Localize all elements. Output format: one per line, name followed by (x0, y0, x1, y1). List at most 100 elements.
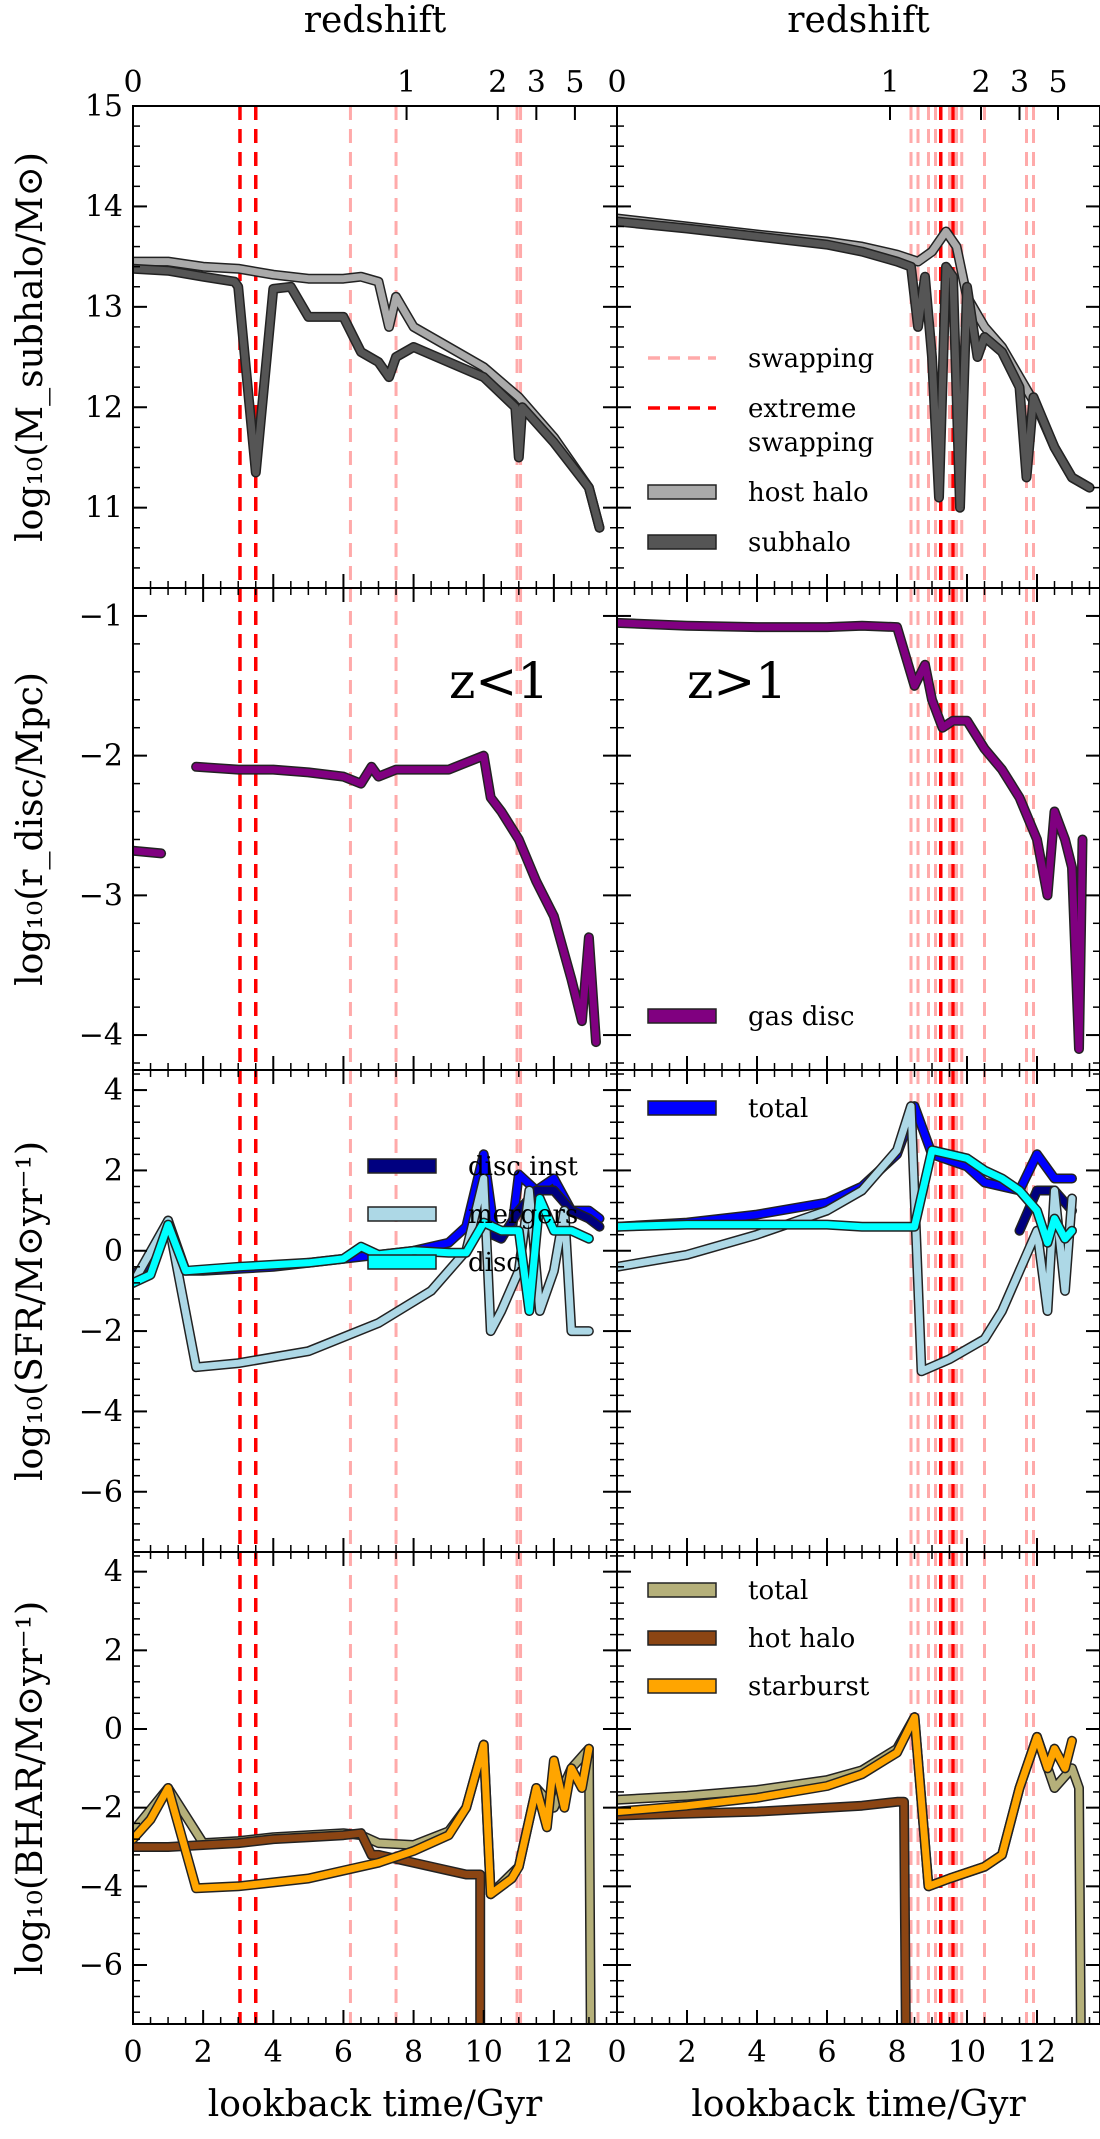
y-tick-label: 13 (85, 290, 123, 325)
legend-swatch-band (647, 1100, 717, 1116)
redshift-range-annotation: z<1 (449, 652, 549, 710)
legend-swatch-band (367, 1254, 437, 1270)
panel-plot-area (133, 1552, 596, 2024)
redshift-tick-label: 0 (607, 65, 626, 100)
series-line-disc-inst (1016, 1187, 1076, 1235)
y-tick-label: 12 (85, 390, 123, 425)
legend-label: subhalo (748, 528, 851, 558)
panel-frame (132, 1551, 618, 2025)
panel-plot-area (133, 1070, 605, 1552)
series-line-gas-disc (192, 752, 600, 1046)
legend-swatch-band (647, 1630, 717, 1646)
series-line-subhalo (133, 265, 603, 532)
legend-label: host halo (748, 478, 869, 508)
panel-plot-area (133, 588, 601, 1070)
series-line-hot-halo (617, 1798, 910, 2024)
panel-frame (132, 105, 618, 589)
panel-sfr-right (616, 1069, 1100, 1553)
series-line-starburst (617, 1713, 1076, 1890)
x-tick-label: 6 (334, 2035, 353, 2070)
y-tick-label: 2 (104, 1633, 123, 1668)
y-tick-label: −4 (79, 1394, 123, 1429)
redshift-tick-label: 3 (1010, 65, 1029, 100)
legend-label: extreme (748, 394, 856, 424)
panel-bhar-right: 0 2 4 6 8 10 12 lookback time/Gyr (607, 1551, 1100, 2125)
x-tick-label: 8 (887, 2035, 906, 2070)
series-outline-total (617, 1101, 1077, 1232)
redshift-tick-label: 1 (880, 65, 899, 100)
panel-plot-area (133, 106, 605, 588)
legend-label: total (748, 1094, 808, 1124)
redshift-tick-label: 2 (971, 65, 990, 100)
redshift-tick-label: 1 (397, 65, 416, 100)
legend-label: mergers (468, 1200, 578, 1230)
legend-label: hot halo (748, 1624, 855, 1654)
x-tick-label: 4 (264, 2035, 283, 2070)
y-tick-label: 0 (104, 1712, 123, 1747)
panel-plot-area (617, 588, 1088, 1070)
redshift-tick-label: 2 (488, 65, 507, 100)
series-line-total (617, 1713, 1085, 2024)
series-outline-total (617, 1712, 1086, 2024)
legend-label: gas disc (748, 1002, 855, 1032)
redshift-tick-label: 0 (123, 65, 142, 100)
x-tick-label: 0 (123, 2035, 142, 2070)
redshift-tick-label: 3 (527, 65, 546, 100)
legend-swatch-band (647, 1008, 717, 1024)
panel-sfr-left: −6 −4 −2 0 2 4 (79, 1069, 618, 1553)
legend-label: swapping (748, 344, 874, 374)
y-tick-label: −2 (79, 1314, 123, 1349)
legend-swatch-band (367, 1206, 437, 1222)
y-tick-label: −1 (79, 599, 123, 634)
series-line-gas-disc (133, 847, 165, 857)
redshift-tick-label: 5 (1048, 65, 1067, 100)
y-tick-label: 14 (85, 189, 123, 224)
x-tick-label: 12 (1018, 2035, 1056, 2070)
y-tick-label: 11 (85, 491, 123, 526)
y-axis-title-rdisc: log₁₀(r_disc/Mpc) (10, 672, 51, 986)
panel-rdisc-right: z>1 (616, 587, 1100, 1071)
y-tick-label: −6 (79, 1948, 123, 1983)
y-axis-title-mass: log₁₀(M_subhalo/M⊙) (10, 152, 51, 542)
y-axis-title-bhar: log₁₀(BHAR/M⊙yr⁻¹) (10, 1601, 51, 1975)
y-tick-label: 2 (104, 1153, 123, 1188)
x-tick-label: 2 (677, 2035, 696, 2070)
series-outline-mergers (617, 1101, 1077, 1377)
legend-swatch-band (647, 1678, 717, 1694)
legend-sfr_left: disc inst mergers disc (367, 1152, 579, 1278)
redshift-axis-title: redshift (787, 0, 930, 41)
legend-swatch-band (647, 534, 717, 550)
legend-swatch-band (647, 484, 717, 500)
series-line-total (617, 1102, 1076, 1231)
x-tick-label: 6 (817, 2035, 836, 2070)
series-line-subhalo (617, 218, 1093, 512)
series-outline-hot-halo (617, 1796, 911, 2024)
redshift-range-annotation: z>1 (687, 652, 787, 710)
series-outline-subhalo (133, 263, 605, 533)
legend-bhar_right: total hot halo starburst (647, 1576, 870, 1702)
legend-swatch-band (647, 1582, 717, 1598)
panel-bhar-left: −6 −4 −2 0 2 4 0 2 4 6 8 10 12 lookback time/Gyr (79, 1551, 618, 2125)
legend-label: starburst (748, 1672, 870, 1702)
y-tick-label: −4 (79, 1869, 123, 1904)
series-line-hot-halo (133, 1829, 484, 2024)
panel-plot-area (617, 1552, 1086, 2024)
panel-rdisc-left: −4 −3 −2 −1 z<1 (79, 587, 618, 1071)
redshift-tick-label: 5 (565, 65, 584, 100)
panel-plot-area (617, 1070, 1077, 1552)
legend-sfr_right: total (647, 1094, 808, 1124)
x-axis-title: lookback time/Gyr (691, 2084, 1026, 2125)
y-tick-label: −4 (79, 1018, 123, 1053)
y-tick-label: 4 (104, 1555, 123, 1590)
legend-label: swapping (748, 428, 874, 458)
legend-label: disc inst (468, 1152, 579, 1182)
x-tick-label: 2 (194, 2035, 213, 2070)
y-tick-label: 4 (104, 1073, 123, 1108)
y-tick-label: 15 (85, 89, 123, 124)
legend-mass_right: swapping extreme swapping host halo subhalo (647, 344, 874, 558)
y-tick-label: −6 (79, 1475, 123, 1510)
legend-label: disc (468, 1248, 521, 1278)
panel-frame (616, 1551, 1100, 2025)
